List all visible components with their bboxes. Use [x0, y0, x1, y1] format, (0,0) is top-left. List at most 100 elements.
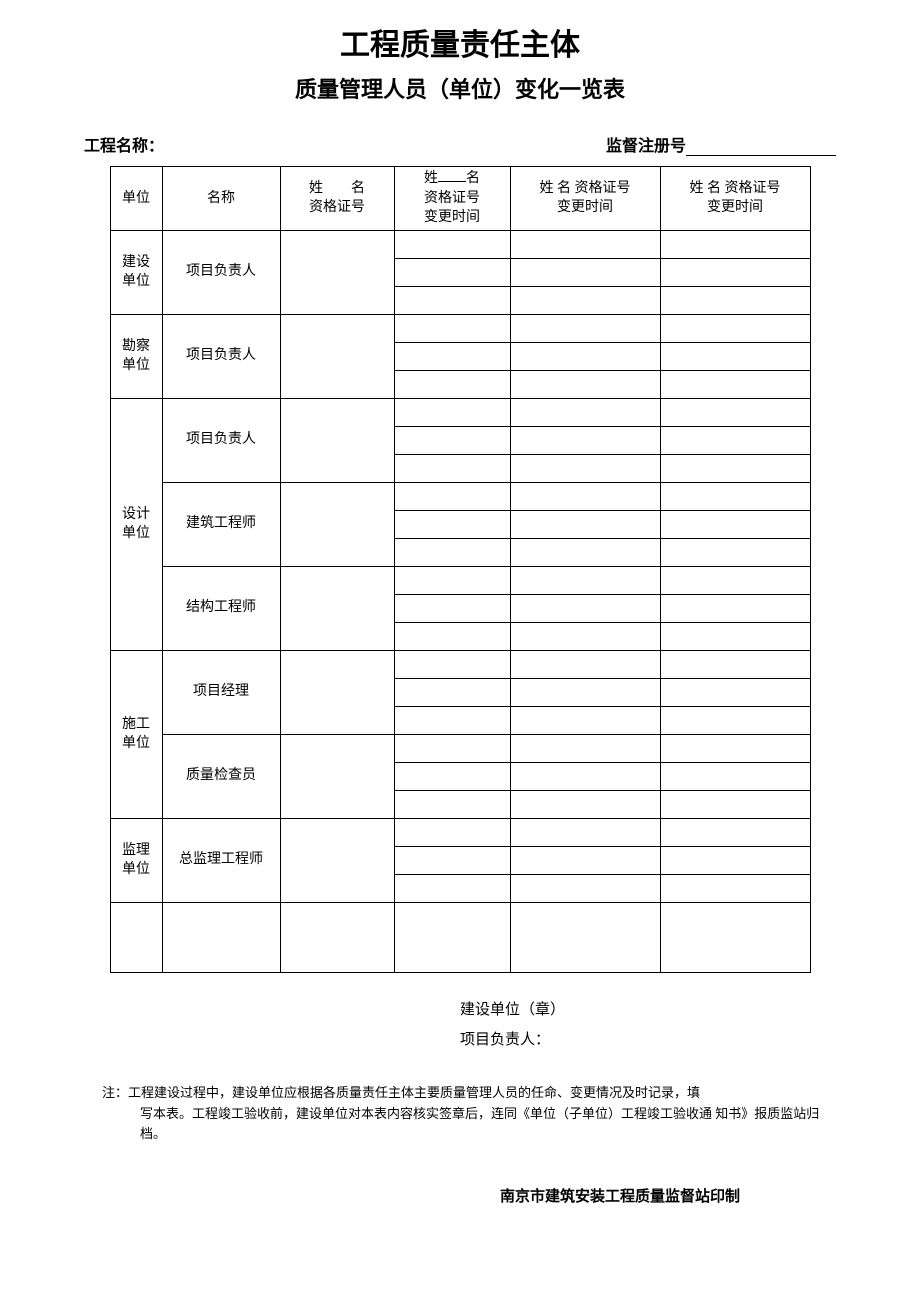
cell: [394, 762, 510, 790]
cell: [280, 314, 394, 398]
unit-jianshe: 建设 单位: [110, 230, 162, 314]
cell: [394, 790, 510, 818]
cell: [510, 314, 660, 342]
cell: [510, 902, 660, 972]
cell: [394, 258, 510, 286]
cell: [394, 650, 510, 678]
hdr-col2-blank: [438, 169, 466, 182]
cell: [394, 734, 510, 762]
unit-label-l1: 勘察: [122, 339, 150, 354]
cell: [162, 902, 280, 972]
cell: [510, 706, 660, 734]
cell: [394, 846, 510, 874]
cell: [510, 846, 660, 874]
table-row: 质量检查员: [110, 734, 810, 762]
hdr-name: 名称: [162, 167, 280, 231]
cell: [660, 902, 810, 972]
cell: [660, 258, 810, 286]
unit-label-l2: 单位: [122, 736, 150, 751]
cell: [660, 454, 810, 482]
cell: [660, 482, 810, 510]
main-table: 单位 名称 姓 名 资格证号 姓名 资格证号 变更时间 姓 名 资格证号 变更时…: [110, 166, 811, 973]
cell: [660, 370, 810, 398]
cell: [110, 902, 162, 972]
cell: [280, 230, 394, 314]
cell: [394, 538, 510, 566]
cell: [660, 762, 810, 790]
cell: [510, 622, 660, 650]
table-row: 建设 单位 项目负责人: [110, 230, 810, 258]
cell: [510, 454, 660, 482]
cell: [510, 370, 660, 398]
unit-sheji: 设计 单位: [110, 398, 162, 650]
issuer-line: 南京市建筑安装工程质量监督站印制: [80, 1185, 840, 1206]
cell: [510, 510, 660, 538]
table-row: 施工 单位 项目经理: [110, 650, 810, 678]
cell: [660, 650, 810, 678]
cell: [280, 398, 394, 482]
hdr-col3-l1: 姓 名 资格证号: [540, 181, 631, 196]
cell: [660, 230, 810, 258]
reg-no-blank-line: [686, 140, 836, 156]
unit-label-l1: 建设: [122, 255, 150, 270]
unit-label-l2: 单位: [122, 862, 150, 877]
hdr-col4-l1: 姓 名 资格证号: [690, 181, 781, 196]
signature-unit-seal: 建设单位（章）: [460, 995, 840, 1025]
cell: [394, 622, 510, 650]
cell: [394, 566, 510, 594]
cell: [510, 566, 660, 594]
cell: [660, 678, 810, 706]
title-line-1: 工程质量责任主体: [80, 20, 840, 64]
hdr-col1: 姓 名 资格证号: [280, 167, 394, 231]
cell: [394, 370, 510, 398]
cell: [660, 706, 810, 734]
cell: [394, 482, 510, 510]
cell: [510, 342, 660, 370]
cell: [394, 230, 510, 258]
cell: [510, 398, 660, 426]
unit-shigong: 施工 单位: [110, 650, 162, 818]
signature-project-leader: 项目负责人：: [460, 1025, 840, 1055]
table-row-blank: [110, 902, 810, 972]
hdr-unit: 单位: [110, 167, 162, 231]
hdr-col1-l2: 资格证号: [309, 200, 365, 215]
hdr-col2-l2: 资格证号: [424, 191, 480, 206]
reg-no-field: 监督注册号: [606, 132, 836, 156]
hdr-col1-l1: 姓 名: [309, 181, 365, 196]
cell: [510, 734, 660, 762]
cell: [510, 650, 660, 678]
unit-kancha: 勘察 单位: [110, 314, 162, 398]
cell: [660, 398, 810, 426]
hdr-col4: 姓 名 资格证号 变更时间: [660, 167, 810, 231]
cell: [280, 734, 394, 818]
role-jzgcs: 建筑工程师: [162, 482, 280, 566]
cell: [510, 538, 660, 566]
table-row: 结构工程师: [110, 566, 810, 594]
reg-no-label: 监督注册号: [606, 138, 686, 155]
cell: [510, 874, 660, 902]
note-prefix: 注：: [102, 1085, 128, 1100]
table-row: 监理 单位 总监理工程师: [110, 818, 810, 846]
hdr-col2-l1-post: 名: [466, 171, 480, 186]
header-row: 单位 名称 姓 名 资格证号 姓名 资格证号 变更时间 姓 名 资格证号 变更时…: [110, 167, 810, 231]
hdr-col4-l2: 变更时间: [707, 200, 763, 215]
role-zjlgcs: 总监理工程师: [162, 818, 280, 902]
cell: [280, 902, 394, 972]
cell: [394, 818, 510, 846]
hdr-col2-l3: 变更时间: [424, 210, 480, 225]
cell: [280, 482, 394, 566]
cell: [394, 454, 510, 482]
unit-label-l2: 单位: [122, 526, 150, 541]
cell: [280, 566, 394, 650]
note-block: 注：工程建设过程中，建设单位应根据各质量责任主体主要质量管理人员的任命、变更情况…: [80, 1083, 840, 1145]
project-name-label: 工程名称：: [84, 132, 164, 156]
role-zljcy: 质量检查员: [162, 734, 280, 818]
meta-row: 工程名称： 监督注册号: [80, 132, 840, 156]
cell: [510, 818, 660, 846]
hdr-col3-l2: 变更时间: [557, 200, 613, 215]
unit-label-l1: 施工: [122, 717, 150, 732]
unit-jianli: 监理 单位: [110, 818, 162, 902]
unit-label-l2: 单位: [122, 274, 150, 289]
cell: [510, 230, 660, 258]
title-line-2: 质量管理人员（单位）变化一览表: [80, 72, 840, 104]
